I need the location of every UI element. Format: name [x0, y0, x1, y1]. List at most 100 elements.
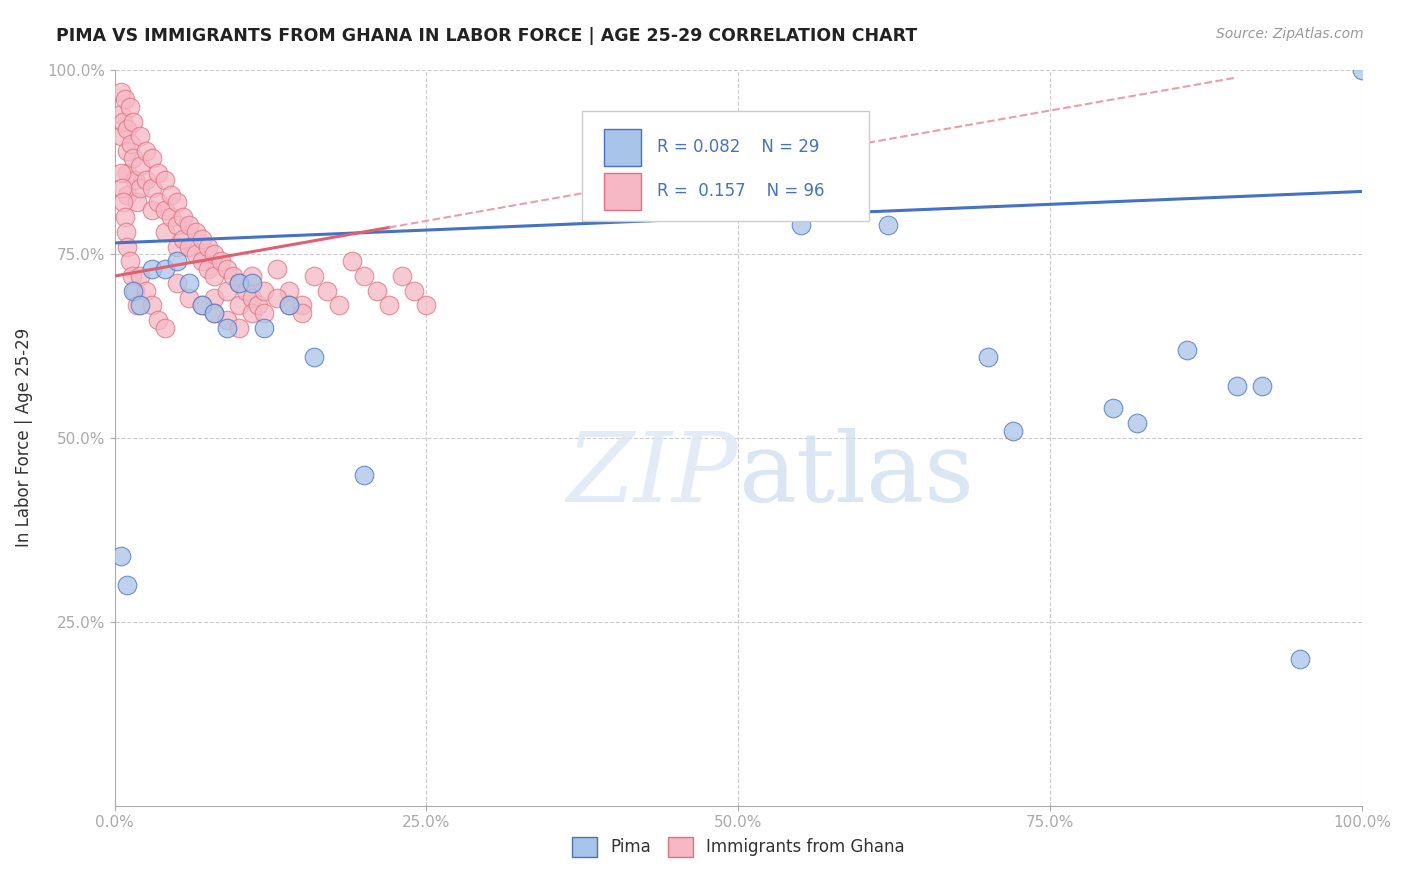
Point — [114, 93, 136, 107]
Point — [1126, 416, 1149, 430]
Point — [215, 320, 238, 334]
Point — [179, 239, 201, 253]
Point — [115, 225, 138, 239]
Point — [378, 298, 401, 312]
Point — [215, 284, 238, 298]
Point — [159, 210, 181, 224]
Point — [877, 218, 900, 232]
Point — [112, 114, 135, 128]
Point — [115, 166, 138, 180]
Point — [291, 298, 314, 312]
Point — [652, 180, 675, 194]
Point — [278, 284, 301, 298]
Point — [122, 152, 145, 166]
Text: ZIP: ZIP — [567, 427, 738, 522]
Point — [128, 268, 150, 283]
Point — [115, 188, 138, 202]
FancyBboxPatch shape — [582, 111, 869, 221]
Point — [240, 291, 263, 305]
Point — [202, 306, 225, 320]
Point — [228, 277, 250, 291]
Point — [124, 173, 146, 187]
Point — [266, 261, 288, 276]
Point — [228, 277, 250, 291]
Point — [302, 350, 325, 364]
Point — [124, 284, 146, 298]
Point — [166, 254, 188, 268]
Point — [278, 298, 301, 312]
Point — [110, 166, 132, 180]
Point — [166, 195, 188, 210]
Point — [391, 268, 413, 283]
Point — [135, 144, 157, 158]
Point — [353, 467, 375, 482]
Point — [240, 306, 263, 320]
Point — [118, 100, 141, 114]
Point — [302, 268, 325, 283]
Point — [120, 136, 142, 151]
Point — [111, 180, 134, 194]
Point — [135, 173, 157, 187]
Point — [128, 180, 150, 194]
Point — [222, 268, 245, 283]
Text: R = 0.082    N = 29: R = 0.082 N = 29 — [657, 138, 820, 156]
Point — [115, 239, 138, 253]
Point — [1288, 651, 1310, 665]
Point — [1251, 379, 1274, 393]
Legend: Pima, Immigrants from Ghana: Pima, Immigrants from Ghana — [565, 830, 911, 863]
Point — [191, 298, 214, 312]
Point — [141, 202, 163, 217]
Point — [247, 298, 270, 312]
Point — [191, 254, 214, 268]
Point — [125, 195, 148, 210]
Point — [1351, 63, 1374, 78]
Point — [114, 210, 136, 224]
Point — [415, 298, 437, 312]
Point — [153, 173, 176, 187]
Y-axis label: In Labor Force | Age 25-29: In Labor Force | Age 25-29 — [15, 328, 32, 548]
Text: PIMA VS IMMIGRANTS FROM GHANA IN LABOR FORCE | AGE 25-29 CORRELATION CHART: PIMA VS IMMIGRANTS FROM GHANA IN LABOR F… — [56, 27, 918, 45]
Point — [202, 291, 225, 305]
Point — [122, 284, 145, 298]
Point — [184, 247, 207, 261]
Point — [228, 320, 250, 334]
Point — [115, 144, 138, 158]
Point — [202, 306, 225, 320]
Point — [191, 298, 214, 312]
Point — [1101, 401, 1123, 416]
Point — [110, 129, 132, 144]
Point — [148, 195, 170, 210]
Point — [141, 152, 163, 166]
Point — [977, 350, 1000, 364]
Point — [315, 284, 337, 298]
Point — [1226, 379, 1249, 393]
Text: R =  0.157    N = 96: R = 0.157 N = 96 — [657, 183, 825, 201]
Point — [253, 306, 276, 320]
Point — [366, 284, 388, 298]
Point — [179, 291, 201, 305]
Point — [153, 261, 176, 276]
Point — [179, 277, 201, 291]
Point — [266, 291, 288, 305]
Point — [153, 320, 176, 334]
Bar — [603, 173, 641, 210]
Point — [197, 261, 219, 276]
Point — [128, 298, 150, 312]
Point — [789, 218, 811, 232]
Point — [135, 284, 157, 298]
Point — [159, 188, 181, 202]
Point — [253, 284, 276, 298]
Text: Source: ZipAtlas.com: Source: ZipAtlas.com — [1216, 27, 1364, 41]
Point — [153, 225, 176, 239]
Point — [191, 232, 214, 246]
Point — [215, 261, 238, 276]
Point — [253, 320, 276, 334]
Point — [209, 254, 232, 268]
Point — [172, 210, 194, 224]
Point — [402, 284, 425, 298]
Point — [125, 298, 148, 312]
Point — [110, 549, 132, 563]
Point — [240, 277, 263, 291]
Point — [166, 239, 188, 253]
Point — [172, 232, 194, 246]
